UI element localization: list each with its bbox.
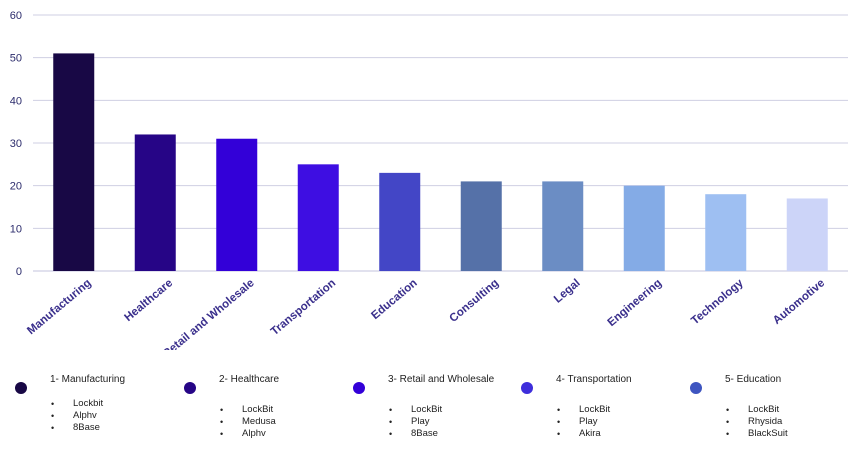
x-tick-label: Healthcare	[122, 277, 175, 324]
legend-group-4: 4- Transportation LockBit Play Akira	[521, 374, 686, 444]
y-tick-label: 10	[10, 223, 22, 235]
legend-item: 8Base	[389, 428, 442, 440]
x-tick-label: Retail and Wholesale	[161, 277, 257, 350]
legend-list-1: Lockbit Alphv 8Base	[51, 398, 103, 434]
x-tick-label: Consulting	[447, 277, 501, 325]
legend-item: BlackSuit	[726, 428, 788, 440]
x-tick-label: Engineering	[606, 277, 665, 329]
bar-healthcare	[134, 134, 176, 271]
legend-item: LockBit	[389, 404, 442, 416]
legend-dot-3	[353, 382, 365, 394]
y-tick-label: 60	[10, 10, 22, 22]
legend-group-3: 3- Retail and Wholesale LockBit Play 8Ba…	[353, 374, 518, 444]
x-tick-label: Manufacturing	[25, 277, 93, 337]
y-tick-label: 20	[10, 181, 22, 193]
legend-item: 8Base	[51, 422, 103, 434]
legend-dot-4	[521, 382, 533, 394]
y-tick-label: 40	[10, 95, 22, 107]
legend-group-2: 2- Healthcare LockBit Medusa Alphv	[184, 374, 349, 444]
legend-item: Play	[557, 416, 610, 428]
legend-item: LockBit	[557, 404, 610, 416]
legend-item: Medusa	[220, 416, 276, 428]
bar-legal	[542, 181, 584, 271]
legend-item: LockBit	[726, 404, 788, 416]
bar-engineering	[623, 185, 665, 271]
bar-automotive	[786, 198, 828, 271]
legend-title-3: 3- Retail and Wholesale	[388, 374, 495, 385]
legend-group-5: 5- Education LockBit Rhysida BlackSuit	[690, 374, 855, 444]
legend-list-3: LockBit Play 8Base	[389, 404, 442, 440]
x-tick-label: Technology	[689, 277, 746, 328]
x-tick-label: Education	[369, 277, 419, 322]
bar-retail-and-wholesale	[216, 138, 258, 271]
legend-dot-5	[690, 382, 702, 394]
y-tick-label: 0	[16, 266, 22, 278]
legend-dot-1	[15, 382, 27, 394]
bar-manufacturing	[53, 53, 95, 272]
x-tick-label: Legal	[552, 277, 583, 306]
legend-item: Rhysida	[726, 416, 788, 428]
bar-education	[379, 172, 421, 271]
legend-item: LockBit	[220, 404, 276, 416]
legend-item: Play	[389, 416, 442, 428]
legend-list-5: LockBit Rhysida BlackSuit	[726, 404, 788, 440]
y-tick-label: 50	[10, 53, 22, 65]
legend-group-1: 1- Manufacturing Lockbit Alphv 8Base	[15, 374, 180, 444]
legend-item: Akira	[557, 428, 610, 440]
bar-chart: 0 10 20 30 40 50 60 Manufacturing HealthcareRet…	[10, 10, 848, 350]
y-axis-ticks: 0 10 20 30 40 50 60	[10, 10, 22, 278]
legend-list-2: LockBit Medusa Alphv	[220, 404, 276, 440]
legend-list-4: LockBit Play Akira	[557, 404, 610, 440]
y-tick-label: 30	[10, 138, 22, 150]
legend-item: Alphv	[220, 428, 276, 440]
legend-title-1: 1- Manufacturing	[50, 374, 126, 385]
bar-technology	[705, 194, 747, 271]
legend-title-5: 5- Education	[725, 374, 782, 385]
legend-dot-2	[184, 382, 196, 394]
bar-transportation	[297, 164, 339, 271]
legend-title-4: 4- Transportation	[556, 374, 632, 385]
bar-consulting	[460, 181, 502, 271]
bars	[53, 53, 828, 272]
legend-item: Lockbit	[51, 398, 103, 410]
x-tick-label: Automotive	[771, 277, 827, 327]
legend-item: Alphv	[51, 410, 103, 422]
legend-title-2: 2- Healthcare	[219, 374, 280, 385]
x-tick-label: Transportation	[269, 277, 338, 338]
